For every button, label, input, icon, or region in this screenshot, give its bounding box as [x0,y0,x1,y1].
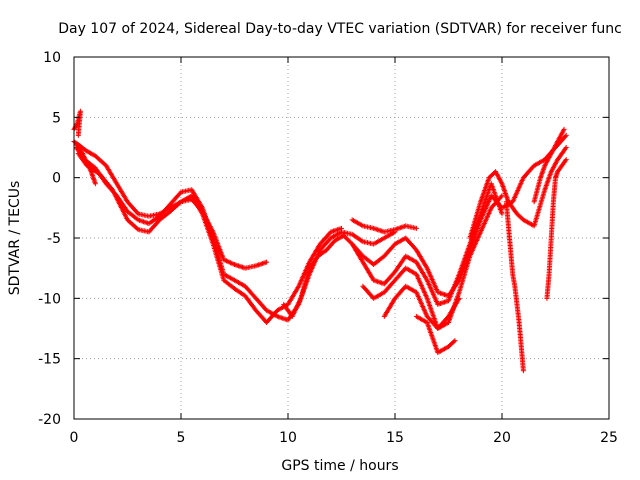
y-tick-label: -10 [38,291,61,307]
data-point [520,368,526,374]
y-tick-label: -5 [47,231,61,247]
data-point [134,226,140,232]
data-point [413,225,419,231]
x-tick-label: 5 [177,430,186,446]
x-tick-label: 10 [279,430,297,446]
series-track-12 [503,199,526,374]
data-point [456,295,462,301]
data-point [563,157,569,163]
x-tick-label: 15 [386,430,404,446]
series-track-13 [544,157,569,301]
y-tick-label: -15 [38,352,61,368]
data-point [563,145,569,150]
data-point [499,193,505,199]
data-point [563,132,569,138]
series-track-11 [467,145,569,241]
data-points [71,108,569,374]
x-tick-label: 25 [600,430,618,446]
x-tick-label: 0 [70,430,79,446]
data-point [264,259,270,265]
series-track-2 [73,145,398,323]
chart-title: Day 107 of 2024, Sidereal Day-to-day VTE… [58,21,622,37]
y-tick-label: 5 [52,110,61,126]
x-tick-label: 20 [493,430,511,446]
data-point [92,181,98,187]
data-point [451,339,457,345]
series-track-9 [381,283,462,331]
x-axis-label: GPS time / hours [281,458,398,474]
data-point [498,194,504,200]
data-point [499,211,505,217]
y-axis-label: SDTVAR / TECUs [7,181,23,296]
axis-ticks: 0 5 10 15 20 25 -20 -15 -10 -5 0 5 10 [38,50,618,446]
series-track-15 [71,108,83,138]
y-tick-label: 0 [52,171,61,187]
series-track-10 [413,313,458,356]
data-point [75,132,81,138]
data-point [134,210,140,216]
series-track-6 [349,217,419,235]
series-track-14 [531,126,567,205]
data-point [562,134,568,140]
data-point [177,190,183,196]
y-tick-label: -20 [38,412,61,428]
gridlines [74,57,609,419]
series-track-4 [73,141,98,187]
data-point [339,225,344,231]
y-tick-label: 10 [43,50,61,66]
series-track-3 [75,151,344,325]
data-point [561,126,567,132]
data-point [452,338,458,344]
